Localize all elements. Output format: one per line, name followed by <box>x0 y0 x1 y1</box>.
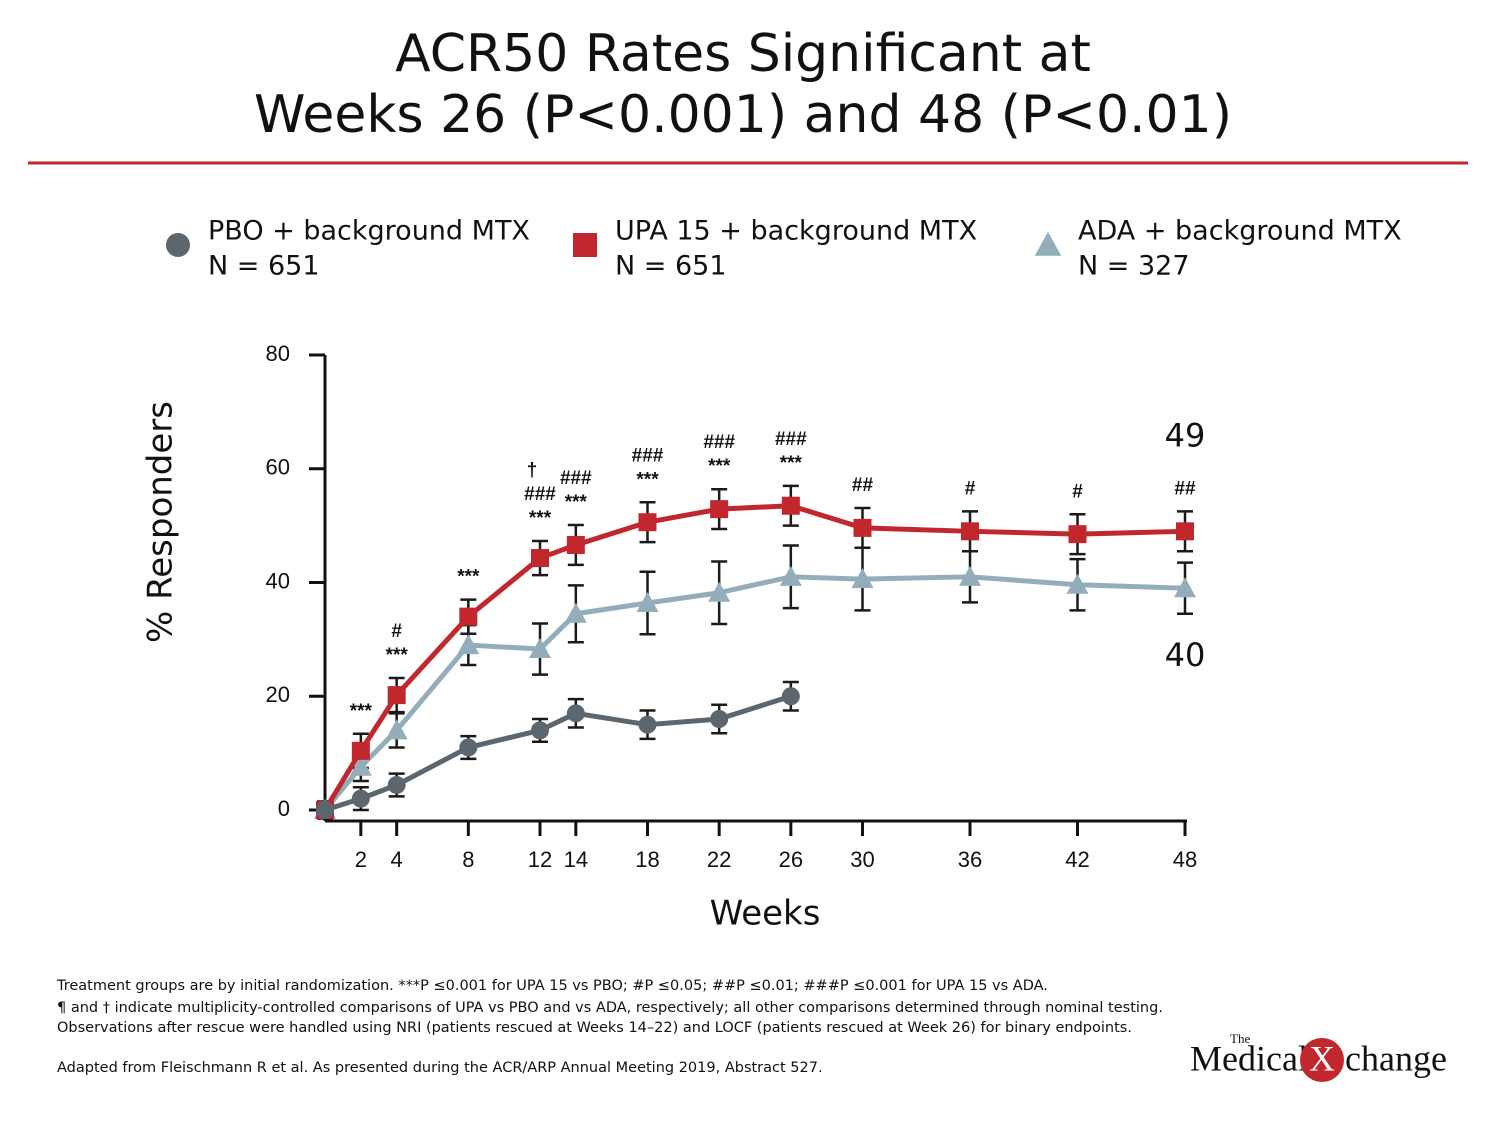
data-point <box>638 513 657 532</box>
significance-label: *** <box>529 508 552 529</box>
legend-label: N = 327 <box>1078 251 1190 282</box>
data-point <box>708 581 731 602</box>
series-line <box>322 503 1186 812</box>
footnote: Adapted from Fleischmann R et al. As pre… <box>57 1060 823 1076</box>
x-tick-label: 30 <box>850 847 874 872</box>
legend-label: UPA 15 + background MTX <box>615 216 977 247</box>
significance-label: ### <box>775 429 807 450</box>
significance-label: ## <box>852 475 874 496</box>
x-tick-label: 26 <box>779 847 803 872</box>
significance-label: *** <box>565 492 588 513</box>
x-tick-label: 4 <box>391 847 403 872</box>
data-point <box>636 591 659 612</box>
chart-title: Weeks 26 (P<0.001) and 48 (P<0.01) <box>254 85 1232 145</box>
data-point <box>710 710 729 728</box>
end-label: 49 <box>1165 416 1206 454</box>
y-tick-label: 40 <box>266 568 290 593</box>
data-point <box>387 775 406 794</box>
data-point <box>531 549 549 568</box>
significance-label: *** <box>708 456 731 477</box>
legend-label: N = 651 <box>615 251 727 282</box>
series-line <box>323 574 1186 812</box>
x-tick-label: 42 <box>1065 847 1089 872</box>
logo-text: The <box>1230 1031 1250 1046</box>
legend-label: ADA + background MTX <box>1078 216 1402 247</box>
legend-marker <box>573 233 597 257</box>
data-point <box>387 686 406 705</box>
significance-label: ## <box>1174 478 1196 499</box>
logo: The Medical X change <box>1190 1031 1447 1082</box>
legend-label: N = 651 <box>208 251 320 282</box>
x-tick-label: 2 <box>355 847 367 872</box>
data-point <box>459 607 478 626</box>
significance-label: # <box>1072 481 1083 502</box>
data-point <box>531 721 549 740</box>
legend-label: PBO + background MTX <box>208 216 530 247</box>
x-tick-label: 22 <box>707 847 731 872</box>
significance-label: ### <box>524 484 556 505</box>
data-point <box>457 634 480 655</box>
data-point <box>961 522 979 541</box>
significance-label: # <box>965 478 976 499</box>
data-point <box>349 755 372 776</box>
y-tick-label: 80 <box>266 341 290 366</box>
data-point <box>779 565 802 586</box>
data-point <box>351 741 370 760</box>
footnote: Observations after rescue were handled u… <box>57 1020 1132 1036</box>
x-tick-label: 12 <box>528 847 552 872</box>
x-tick-label: 48 <box>1173 847 1197 872</box>
legend-marker <box>166 233 190 257</box>
logo-text: X <box>1309 1038 1335 1078</box>
significance-label: ### <box>560 468 592 489</box>
data-point <box>1066 573 1089 594</box>
significance-label: *** <box>386 645 409 666</box>
significance-label: # <box>391 621 402 642</box>
data-point <box>853 518 872 537</box>
logo-mark <box>1300 1038 1344 1082</box>
significance-label: ### <box>703 432 735 453</box>
y-tick-label: 20 <box>266 682 290 707</box>
y-tick-label: 60 <box>266 455 290 480</box>
x-axis-label: Weeks <box>710 894 821 934</box>
end-label: 40 <box>1165 636 1206 674</box>
data-point <box>1176 522 1194 541</box>
significance-label: † <box>527 460 538 481</box>
y-axis-label: % Responders <box>141 401 181 643</box>
data-point <box>351 789 370 808</box>
data-point <box>529 638 551 659</box>
y-tick-label: 0 <box>278 796 290 821</box>
chart-title: ACR50 Rates Significant at <box>395 24 1091 84</box>
data-point <box>959 565 981 586</box>
data-point <box>781 687 800 706</box>
significance-label: ### <box>632 445 664 466</box>
legend-marker <box>1034 231 1062 256</box>
data-point <box>1174 577 1196 598</box>
data-point <box>459 738 478 757</box>
significance-label: *** <box>350 701 373 722</box>
footnote: ¶ and † indicate multiplicity-controlled… <box>57 1000 1163 1016</box>
data-point <box>566 535 585 554</box>
footnote: Treatment groups are by initial randomiz… <box>56 978 1048 994</box>
significance-label: *** <box>457 567 480 588</box>
data-point <box>385 719 408 740</box>
x-tick-label: 36 <box>958 847 982 872</box>
x-tick-label: 18 <box>635 847 659 872</box>
data-point <box>316 801 334 819</box>
data-point <box>1068 525 1087 544</box>
data-point <box>638 715 657 734</box>
x-tick-label: 14 <box>564 847 588 872</box>
x-tick-label: 8 <box>462 847 474 872</box>
significance-label: *** <box>780 453 803 474</box>
data-point <box>710 500 729 519</box>
data-point <box>781 496 800 515</box>
significance-label: *** <box>636 469 659 490</box>
data-point <box>564 602 587 623</box>
logo-text: Medical <box>1190 1038 1308 1078</box>
data-point <box>851 568 874 589</box>
logo-text: change <box>1345 1038 1447 1078</box>
data-point <box>566 704 585 723</box>
